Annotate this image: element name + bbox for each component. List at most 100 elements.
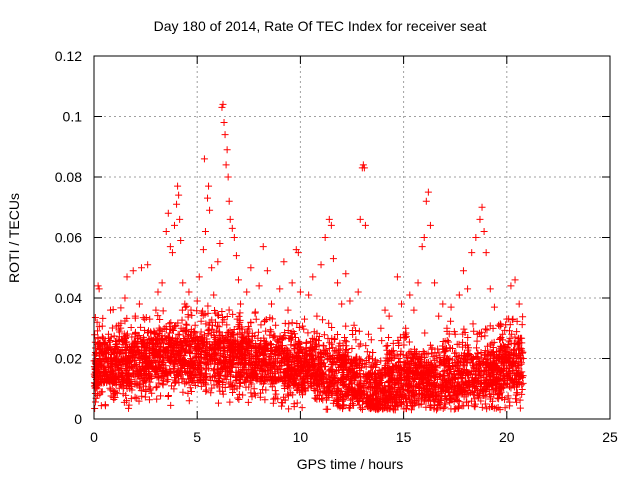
data-point	[317, 261, 325, 269]
data-point	[357, 356, 365, 364]
data-point	[131, 393, 139, 401]
data-point	[332, 347, 340, 355]
data-point	[322, 390, 330, 398]
data-point	[469, 361, 477, 369]
data-point	[245, 383, 253, 391]
data-point	[232, 252, 240, 260]
data-point	[167, 401, 175, 409]
data-point	[413, 370, 421, 378]
data-point	[197, 365, 205, 373]
data-point	[225, 306, 233, 314]
data-point	[308, 362, 316, 370]
data-point	[445, 338, 453, 346]
data-point	[226, 355, 234, 363]
data-point	[234, 331, 242, 339]
data-point	[512, 391, 520, 399]
data-point	[342, 374, 350, 382]
data-point	[164, 352, 172, 360]
data-point	[288, 319, 296, 327]
data-point	[373, 361, 381, 369]
data-point	[426, 221, 434, 229]
data-point	[156, 351, 164, 359]
data-point	[447, 303, 455, 311]
data-point	[197, 309, 205, 317]
data-point	[158, 279, 166, 287]
data-point	[199, 333, 207, 341]
data-point	[433, 364, 441, 372]
data-point	[399, 390, 407, 398]
data-point	[108, 324, 116, 332]
data-point	[279, 341, 287, 349]
data-point	[174, 330, 182, 338]
data-point	[128, 386, 136, 394]
data-point	[141, 364, 149, 372]
data-point	[196, 370, 204, 378]
data-point	[400, 391, 408, 399]
data-point	[418, 243, 426, 251]
data-point	[179, 388, 187, 396]
data-point	[405, 381, 413, 389]
x-axis-label: GPS time / hours	[296, 456, 404, 472]
data-point	[397, 399, 405, 407]
data-point	[503, 315, 511, 323]
data-point	[342, 390, 350, 398]
data-point	[245, 346, 253, 354]
data-point	[431, 374, 439, 382]
data-point	[400, 334, 408, 342]
data-point	[410, 387, 418, 395]
x-tick-label: 20	[499, 429, 515, 445]
data-point	[225, 365, 233, 373]
y-tick-label: 0.04	[55, 290, 82, 306]
data-point	[122, 331, 130, 339]
data-point	[443, 336, 451, 344]
data-point	[516, 396, 524, 404]
data-point	[145, 383, 153, 391]
data-point	[107, 373, 115, 381]
data-point	[210, 291, 218, 299]
data-point	[482, 393, 490, 401]
data-point	[402, 377, 410, 385]
data-point	[278, 355, 286, 363]
data-point	[230, 336, 238, 344]
data-point	[455, 291, 463, 299]
data-point	[235, 395, 243, 403]
data-point	[378, 337, 386, 345]
data-point	[511, 333, 519, 341]
data-point	[280, 359, 288, 367]
data-point	[144, 261, 152, 269]
data-point	[237, 353, 245, 361]
data-point	[415, 400, 423, 408]
data-point	[439, 381, 447, 389]
data-point	[127, 376, 135, 384]
data-point	[164, 393, 172, 401]
data-point	[477, 328, 485, 336]
data-point	[296, 373, 304, 381]
data-point	[511, 346, 519, 354]
x-tick-label: 10	[293, 429, 309, 445]
data-point	[354, 288, 362, 296]
data-point	[516, 404, 524, 412]
data-point	[422, 197, 430, 205]
data-point	[255, 351, 263, 359]
data-point	[425, 388, 433, 396]
data-point	[358, 404, 366, 412]
data-point	[217, 360, 225, 368]
data-point	[291, 333, 299, 341]
data-point	[241, 347, 249, 355]
data-point	[139, 379, 147, 387]
data-point	[142, 363, 150, 371]
data-point	[166, 243, 174, 251]
data-point	[492, 371, 500, 379]
data-point	[115, 321, 123, 329]
data-point	[470, 402, 478, 410]
data-point	[285, 335, 293, 343]
data-point	[325, 319, 333, 327]
data-point	[127, 323, 135, 331]
data-point	[462, 398, 470, 406]
data-point	[227, 368, 235, 376]
data-point	[104, 358, 112, 366]
data-point	[405, 387, 413, 395]
data-point	[175, 366, 183, 374]
data-point	[162, 227, 170, 235]
data-point	[175, 191, 183, 199]
